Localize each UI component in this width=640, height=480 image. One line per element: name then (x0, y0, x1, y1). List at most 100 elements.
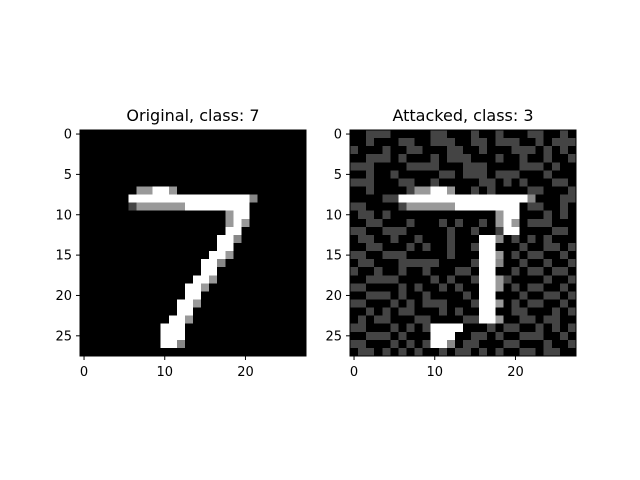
pixel-cell (193, 162, 202, 171)
pixel-cell (297, 283, 307, 292)
pixel-cell (511, 170, 520, 179)
pixel-cell (281, 194, 291, 203)
pixel-cell (273, 251, 283, 260)
pixel-cell (217, 194, 226, 203)
pixel-cell (511, 331, 520, 341)
pixel-cell (193, 339, 202, 349)
pixel-cell (503, 170, 512, 179)
pixel-cell (366, 194, 375, 203)
pixel-cell (96, 307, 105, 316)
pixel-cell (176, 267, 186, 276)
pixel-cell (543, 251, 553, 260)
pixel-cell (201, 146, 210, 155)
pixel-cell (152, 186, 162, 195)
pixel-cell (80, 162, 89, 171)
pixel-cell (374, 226, 383, 236)
pixel-cell (112, 291, 121, 300)
pixel-cell (241, 234, 250, 244)
pixel-cell (184, 267, 194, 276)
pixel-cell (80, 299, 89, 308)
pixel-cell (160, 218, 170, 228)
pixel-cell (96, 130, 105, 139)
pixel-cell (430, 218, 440, 228)
pixel-cell (358, 267, 367, 276)
pixel-cell (209, 210, 218, 220)
pixel-cell (535, 226, 545, 236)
pixel-cell (193, 259, 202, 268)
pixel-cell (487, 194, 496, 203)
pixel-cell (511, 194, 520, 203)
pixel-cell (281, 267, 291, 276)
pixel-cell (112, 307, 121, 316)
pixel-cell (495, 259, 504, 268)
y-tick-label: 25 (325, 329, 342, 344)
pixel-cell (350, 194, 359, 203)
pixel-cell (136, 347, 145, 357)
pixel-cell (136, 162, 145, 171)
pixel-cell (366, 218, 375, 228)
pixel-cell (446, 170, 456, 179)
pixel-cell (543, 339, 553, 349)
pixel-cell (422, 234, 432, 244)
pixel-cell (559, 275, 569, 284)
pixel-cell (438, 315, 448, 325)
pixel-cell (112, 226, 121, 236)
pixel-cell (422, 259, 432, 268)
pixel-cell (273, 323, 283, 333)
pixel-cell (382, 170, 391, 179)
pixel-cell (265, 234, 275, 244)
pixel-cell (446, 323, 456, 333)
pixel-cell (249, 146, 258, 155)
pixel-cell (88, 251, 97, 260)
pixel-cell (193, 291, 202, 300)
pixel-cell (446, 130, 456, 139)
pixel-cell (519, 323, 528, 333)
x-tick-label: 0 (350, 365, 358, 380)
pixel-cell (495, 275, 504, 284)
pixel-cell (366, 299, 375, 308)
pixel-cell (374, 218, 383, 228)
pixel-cell (184, 178, 194, 187)
pixel-cell (446, 146, 456, 155)
pixel-cell (128, 210, 137, 220)
pixel-cell (233, 178, 242, 187)
pixel-cell (471, 154, 480, 163)
pixel-cell (209, 186, 218, 195)
pixel-cell (471, 283, 480, 292)
pixel-cell (265, 339, 275, 349)
pixel-cell (217, 162, 226, 171)
pixel-cell (201, 251, 210, 260)
pixel-cell (511, 251, 520, 260)
pixel-cell (454, 251, 464, 260)
pixel-cell (398, 331, 407, 341)
pixel-cell (487, 162, 496, 171)
pixel-cell (471, 339, 480, 349)
pixel-cell (104, 315, 113, 325)
pixel-cell (567, 331, 577, 341)
pixel-cell (438, 259, 448, 268)
pixel-cell (257, 331, 266, 341)
pixel-cell (257, 243, 266, 252)
pixel-cell (406, 178, 415, 187)
pixel-cell (358, 218, 367, 228)
pixel-cell (104, 331, 113, 341)
pixel-cell (289, 170, 299, 179)
pixel-cell (398, 299, 407, 308)
pixel-cell (422, 186, 432, 195)
pixel-cell (217, 339, 226, 349)
pixel-cell (201, 307, 210, 316)
pixel-cell (503, 259, 512, 268)
pixel-cell (559, 243, 569, 252)
pixel-cell (209, 154, 218, 163)
pixel-cell (535, 283, 545, 292)
pixel-cell (209, 202, 218, 212)
pixel-cell (104, 226, 113, 236)
pixel-cell (382, 186, 391, 195)
pixel-cell (535, 347, 545, 357)
pixel-cell (438, 234, 448, 244)
pixel-cell (463, 226, 472, 236)
pixel-cell (160, 186, 170, 195)
pixel-cell (463, 210, 472, 220)
pixel-cell (358, 331, 367, 341)
pixel-cell (374, 130, 383, 139)
